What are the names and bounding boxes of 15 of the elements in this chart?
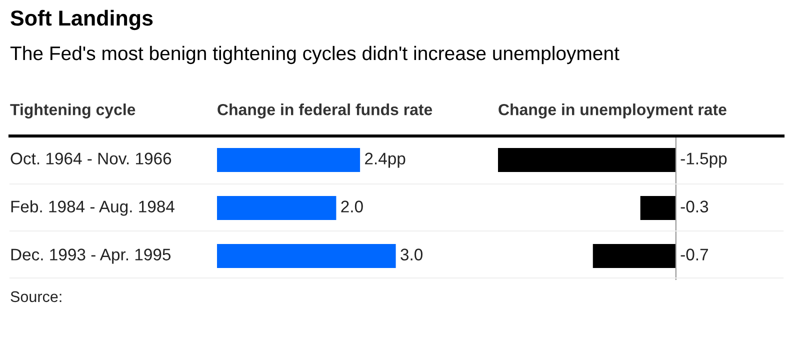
x-axis-title: Change in unemployment rate xyxy=(498,104,726,118)
source-note: Source: xyxy=(10,291,62,302)
y-tick-label: Dec. 1993 - Apr. 1995 xyxy=(11,248,171,264)
chart-title: Soft Landings xyxy=(10,10,153,30)
data-label: -0.7 xyxy=(680,248,708,260)
data-label: -0.3 xyxy=(680,200,708,212)
y-tick-label: Feb. 1984 - Aug. 1984 xyxy=(11,200,174,216)
chart-subtitle: The Fed's most benign tightening cycles didn't increase unemployment xyxy=(10,46,620,64)
y-axis-title: Tightening cycle xyxy=(10,104,136,118)
data-label: -1.5pp xyxy=(680,152,727,168)
data-label: 2.4pp xyxy=(365,152,406,168)
data-label: 3.0 xyxy=(400,248,422,260)
x-axis-title: Change in federal funds rate xyxy=(218,104,432,118)
data-label: 2.0 xyxy=(341,200,363,212)
y-tick-label: Oct. 1964 - Nov. 1966 xyxy=(10,152,172,164)
